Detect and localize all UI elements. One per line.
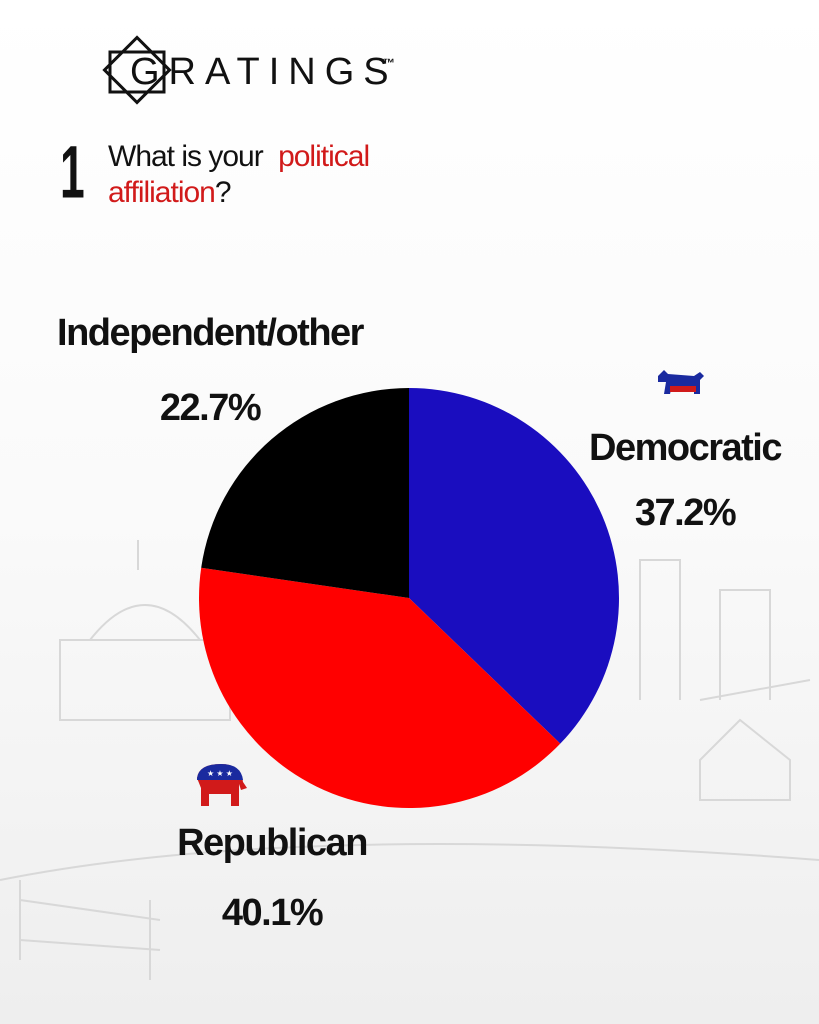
question-line: affiliation?: [108, 176, 231, 209]
question-highlight: political: [278, 140, 369, 173]
question-text: ?: [215, 176, 231, 209]
question-number: 1: [60, 131, 85, 213]
logo-diamond: [102, 35, 172, 105]
logo-square: [108, 50, 166, 94]
trademark: ™: [383, 56, 395, 70]
question-text: What is your: [108, 140, 264, 173]
slice-value-label: 37.2%: [635, 492, 736, 534]
slice-label: Independent/other: [57, 312, 365, 354]
elephant-icon: ★ ★ ★: [197, 764, 247, 806]
slice-value-label: 22.7%: [160, 387, 261, 429]
background-sketch: [0, 540, 819, 980]
brand: GRATINGS: [130, 51, 398, 93]
pie-slice: [201, 388, 409, 598]
slice-label: Democratic: [589, 427, 782, 469]
question-highlight: affiliation: [108, 176, 215, 209]
slice-label: Republican: [177, 822, 367, 864]
slice-value-label: 40.1%: [222, 892, 323, 934]
question-line: What is your political: [108, 140, 369, 173]
donkey-icon: [658, 370, 704, 394]
logo: GRATINGS ™: [102, 35, 398, 105]
svg-text:★ ★ ★: ★ ★ ★: [207, 769, 233, 778]
pie-slice: [199, 567, 561, 808]
pie-slice: [409, 388, 619, 744]
